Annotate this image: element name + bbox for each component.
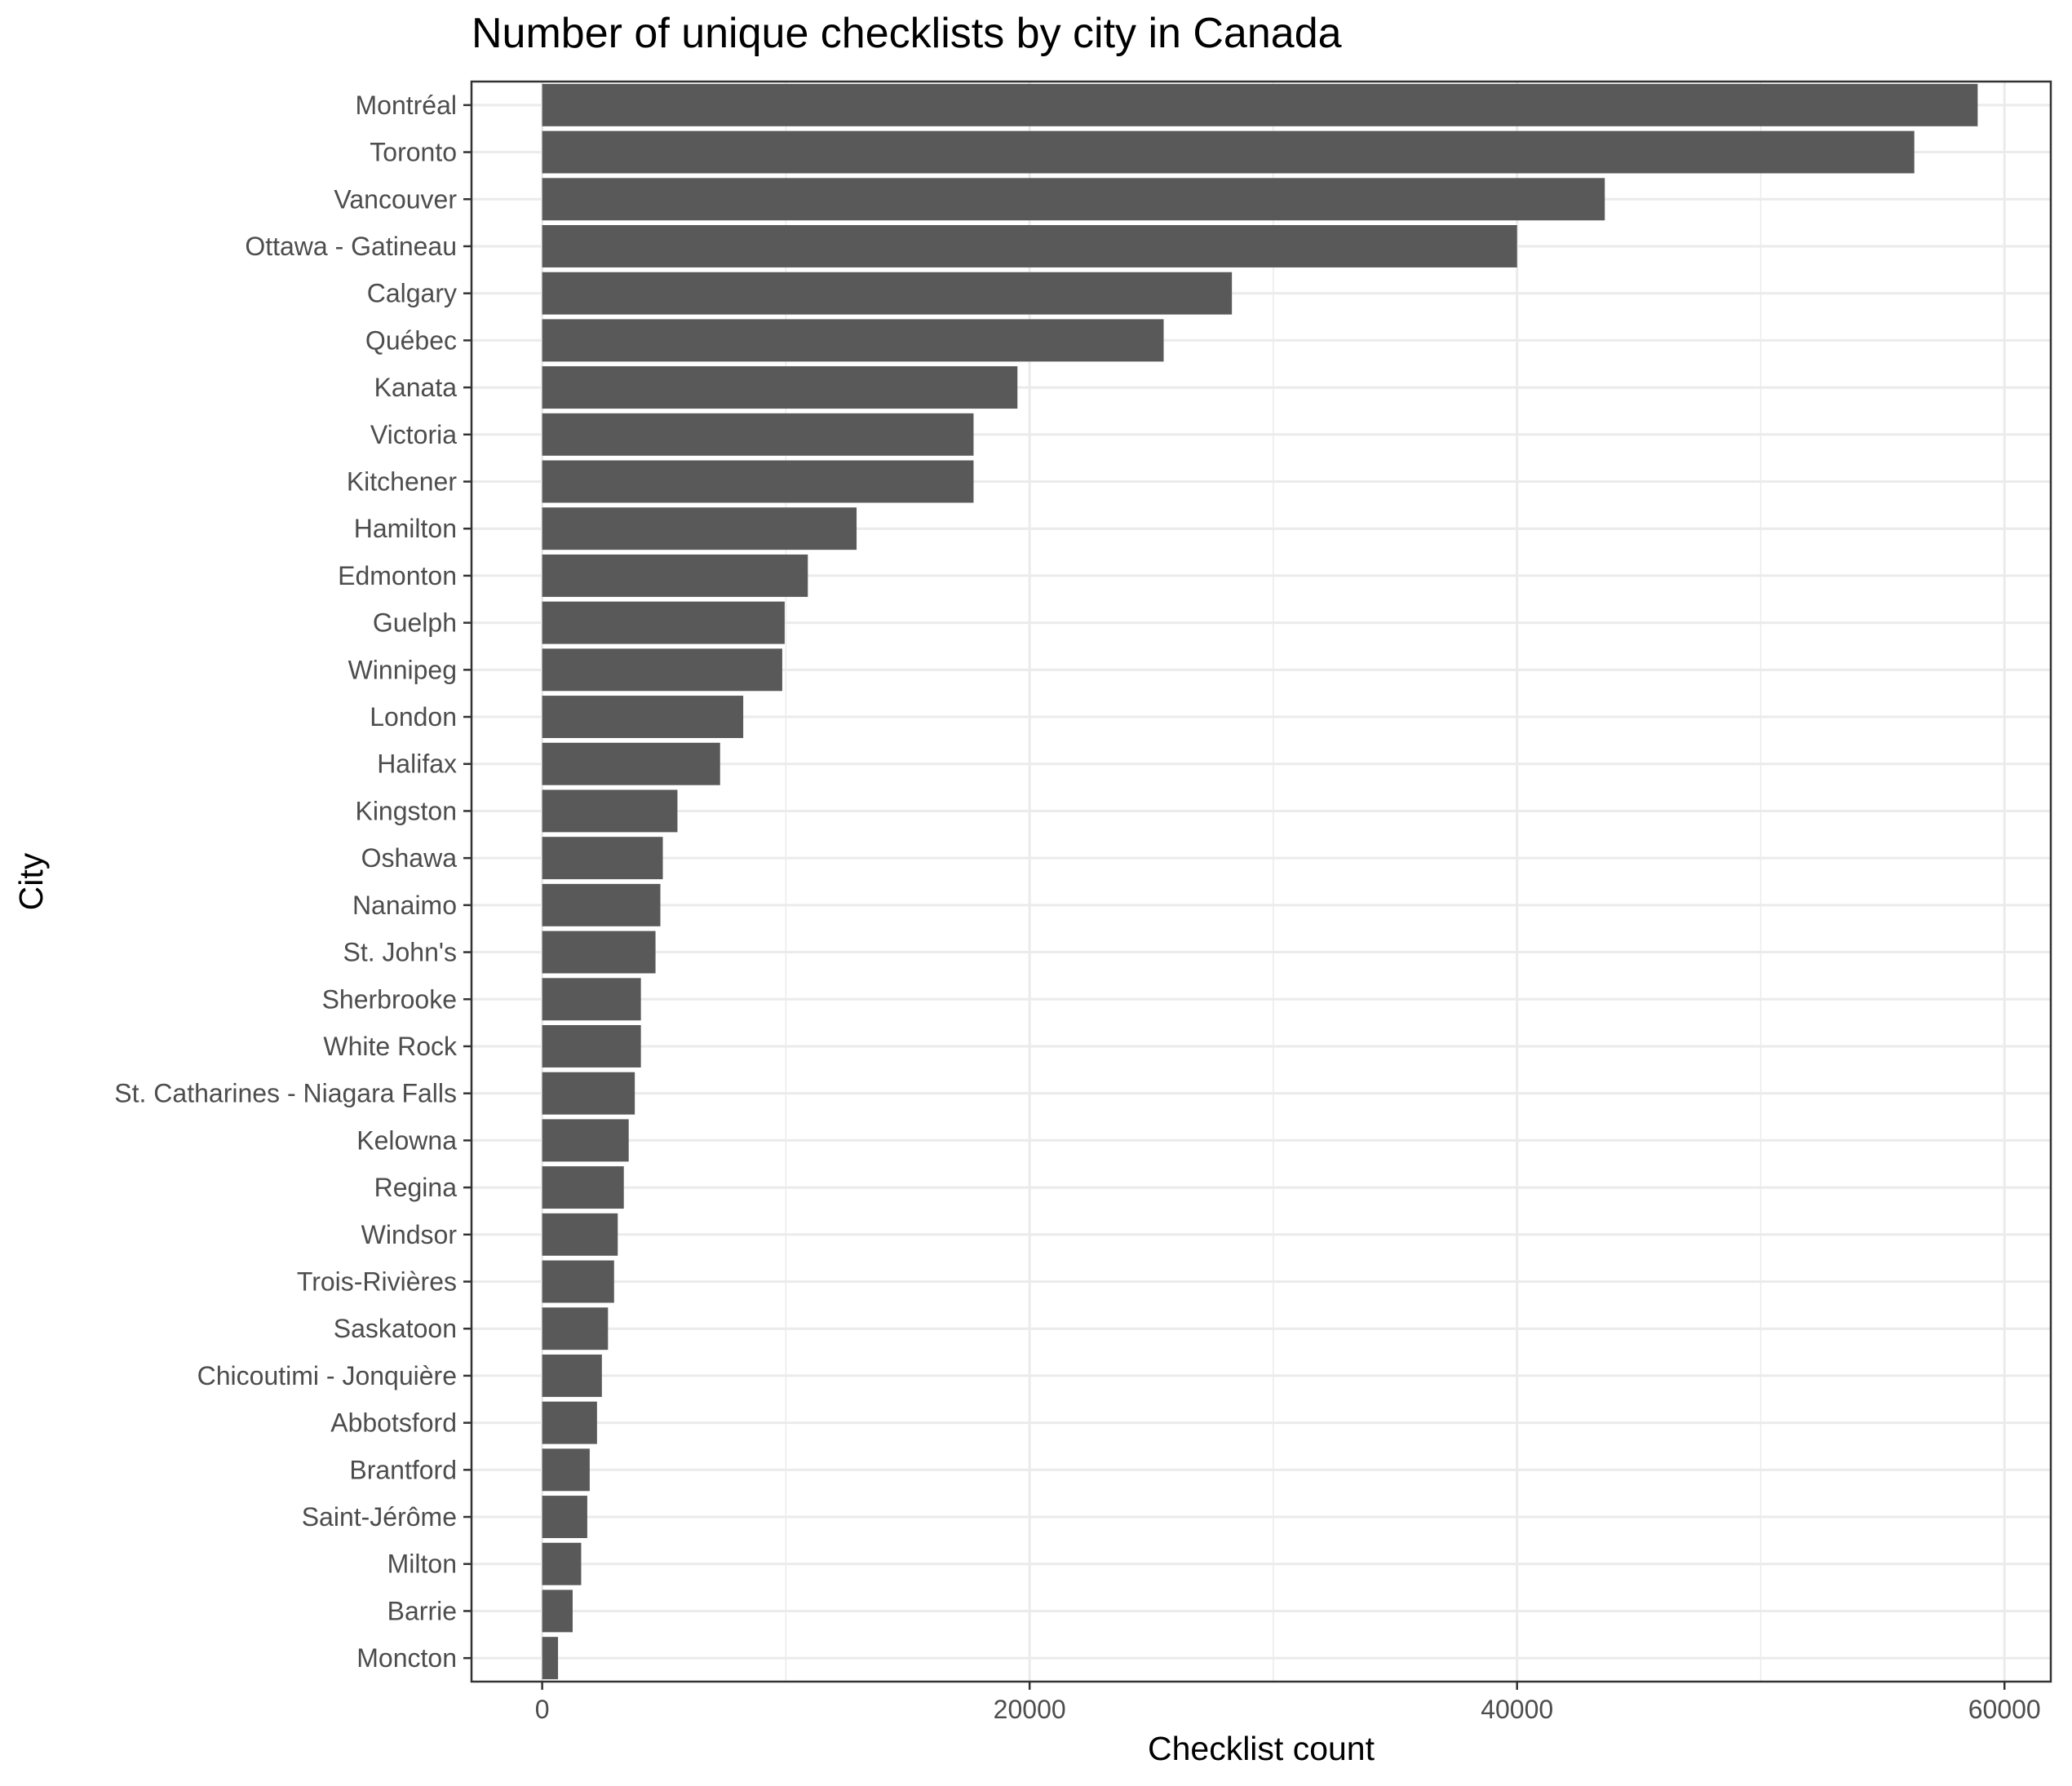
- bar: [542, 130, 1915, 174]
- y-tick-label: White Rock: [323, 1032, 458, 1061]
- bar: [542, 83, 1978, 126]
- x-tick-label: 0: [535, 1695, 550, 1724]
- panel-border: [470, 80, 2052, 1683]
- y-tick-label: Hamilton: [354, 514, 457, 543]
- y-tick-label: Kingston: [355, 796, 457, 825]
- y-tick-label: Moncton: [356, 1643, 457, 1673]
- y-tick-label: Guelph: [373, 608, 457, 638]
- bar: [542, 1589, 573, 1633]
- y-tick-label: Saskatoon: [334, 1314, 457, 1343]
- y-tick-label: Montréal: [356, 91, 458, 120]
- y-tick-label: Québec: [365, 325, 457, 355]
- x-tick-label: 20000: [994, 1695, 1066, 1724]
- bar: [542, 1119, 629, 1162]
- y-tick-label: Toronto: [370, 138, 457, 167]
- bar: [542, 1213, 618, 1256]
- bar: [542, 366, 1018, 409]
- y-tick-label: Trois-Rivières: [297, 1267, 457, 1297]
- x-tick-label: 60000: [1968, 1695, 2041, 1724]
- bar: [542, 1401, 597, 1444]
- bar: [542, 837, 663, 880]
- bar: [542, 1307, 609, 1351]
- y-tick-label: Vancouver: [334, 184, 457, 214]
- bar: [542, 1496, 587, 1538]
- y-tick-label: Ottawa - Gatineau: [245, 232, 457, 261]
- y-tick-label: Windsor: [361, 1220, 458, 1249]
- y-tick-label: Kelowna: [356, 1125, 457, 1155]
- axes: Montréal Toronto Vancouver Ottawa - Gatinea…: [114, 91, 2040, 1724]
- y-tick-label: London: [370, 702, 457, 732]
- x-tick-label: 40000: [1481, 1695, 1553, 1724]
- bar: [542, 272, 1233, 315]
- y-tick-label: Regina: [374, 1173, 458, 1202]
- bar: [542, 1448, 590, 1492]
- y-tick-label: Nanaimo: [352, 891, 457, 920]
- y-tick-label: Abbotsford: [330, 1408, 457, 1438]
- bar: [542, 319, 1164, 362]
- bar: [542, 507, 857, 550]
- y-tick-label: Milton: [387, 1549, 457, 1579]
- y-tick-label: Sherbrooke: [322, 984, 457, 1014]
- bar: [542, 225, 1517, 267]
- y-tick-label: Brantford: [349, 1455, 457, 1484]
- bar: [542, 1166, 624, 1209]
- y-tick-label: Oshawa: [361, 843, 458, 873]
- x-axis-title: Checklist count: [1148, 1730, 1375, 1767]
- bar: [542, 554, 808, 597]
- bar: [542, 1637, 559, 1680]
- bars: [542, 83, 1978, 1680]
- bar: [542, 1025, 641, 1068]
- y-tick-label: Edmonton: [338, 561, 457, 590]
- bar: [542, 696, 744, 738]
- y-tick-label: Calgary: [367, 279, 457, 308]
- y-tick-label: Kitchener: [347, 467, 458, 497]
- y-tick-label: Saint-Jérôme: [302, 1502, 457, 1532]
- y-tick-label: Kanata: [374, 373, 458, 402]
- bar: [542, 460, 974, 503]
- bar: [542, 883, 661, 926]
- y-axis-title: City: [12, 852, 50, 910]
- bar: [542, 1354, 602, 1397]
- bar: [542, 1072, 635, 1115]
- bar: [542, 1542, 582, 1585]
- bar: [542, 178, 1605, 221]
- bar: [542, 931, 656, 974]
- y-tick-label: Barrie: [387, 1596, 457, 1625]
- bar: [542, 648, 782, 692]
- bar: [542, 978, 641, 1021]
- bar: [542, 601, 785, 644]
- bar: [542, 1260, 614, 1303]
- bar: [542, 413, 974, 456]
- bar: [542, 789, 678, 833]
- chart-title: Number of unique checklists by city in C…: [472, 10, 1342, 57]
- y-tick-label: Halifax: [377, 749, 457, 779]
- y-tick-label: Winnipeg: [348, 655, 457, 684]
- y-tick-label: St. Catharines - Niagara Falls: [114, 1079, 457, 1108]
- y-tick-label: Victoria: [370, 420, 457, 449]
- bar: [542, 742, 720, 785]
- y-tick-label: Chicoutimi - Jonquière: [197, 1361, 457, 1390]
- y-tick-label: St. John's: [343, 938, 457, 967]
